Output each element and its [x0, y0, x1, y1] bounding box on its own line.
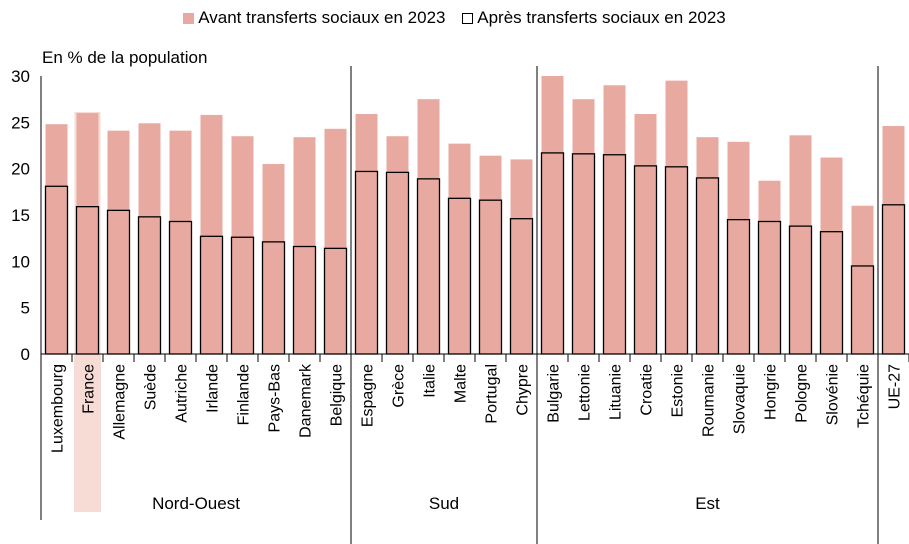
bar-after: [385, 171, 410, 355]
x-tick-label: Chypre: [515, 364, 532, 416]
bar-after: [354, 170, 379, 355]
y-axis-unit-label: En % de la population: [42, 48, 208, 67]
y-tick-label: 10: [11, 252, 30, 271]
x-tick-label: Lettonie: [577, 364, 594, 421]
x-tick-label: Italie: [422, 364, 439, 398]
x-tick-label: Autriche: [174, 364, 191, 423]
bar-after: [788, 225, 813, 355]
x-tick-label: Slovénie: [825, 364, 842, 425]
group-label: Sud: [429, 494, 459, 513]
bar-after: [819, 231, 844, 355]
highlight-band: [74, 354, 101, 512]
x-tick-label: France: [81, 364, 98, 414]
bar-after: [292, 245, 317, 355]
y-tick-label: 15: [11, 206, 30, 225]
x-tick-label: Danemark: [298, 363, 315, 438]
bar-after: [106, 209, 131, 355]
x-tick-label: Luxembourg: [50, 364, 67, 453]
x-tick-label: Hongrie: [763, 364, 780, 420]
bar-after: [416, 178, 441, 355]
bar-after: [695, 177, 720, 355]
bar-after: [633, 165, 658, 355]
legend-item-after: Après transferts sociaux en 2023: [462, 8, 726, 28]
bar-after: [75, 206, 100, 355]
legend-swatch-before: [183, 12, 195, 24]
x-tick-label: Portugal: [484, 364, 501, 424]
bar-after: [447, 197, 472, 355]
legend-swatch-after: [462, 12, 474, 24]
bar-after: [757, 220, 782, 355]
y-tick-label: 30: [11, 67, 30, 86]
x-tick-label: Slovaquie: [732, 364, 749, 434]
bar-after: [602, 154, 627, 355]
bar-after: [168, 220, 193, 355]
x-tick-label: Estonie: [670, 364, 687, 417]
bar-after: [323, 247, 348, 355]
x-tick-label: Croatie: [639, 364, 656, 416]
x-tick-label: Roumanie: [701, 364, 718, 437]
y-tick-label: 0: [21, 345, 30, 364]
x-tick-label: Tchéquie: [856, 364, 873, 428]
y-tick-label: 5: [21, 299, 30, 318]
x-tick-label: Malte: [453, 364, 470, 403]
group-label: Nord-Ouest: [152, 494, 240, 513]
x-tick-label: Espagne: [360, 364, 377, 427]
bar-after: [199, 235, 224, 355]
legend-item-before: Avant transferts sociaux en 2023: [183, 8, 446, 28]
bar-after: [478, 199, 503, 355]
x-tick-label: Irlande: [205, 364, 222, 413]
bar-after: [726, 218, 751, 355]
legend-label-after: Après transferts sociaux en 2023: [477, 8, 726, 27]
x-tick-label: Lituanie: [608, 364, 625, 420]
group-label: Est: [695, 494, 720, 513]
bar-after: [261, 241, 286, 355]
x-tick-label: UE-27: [887, 364, 904, 409]
x-tick-label: Pays-Bas: [267, 364, 284, 432]
bar-after: [509, 218, 534, 355]
x-tick-label: Allemagne: [112, 364, 129, 440]
x-tick-label: Finlande: [236, 364, 253, 425]
bar-after: [664, 166, 689, 355]
bar-after: [540, 152, 565, 355]
bar-after: [571, 153, 596, 355]
bar-after: [44, 185, 69, 355]
chart-legend: Avant transferts sociaux en 2023 Après t…: [0, 8, 909, 29]
legend-label-before: Avant transferts sociaux en 2023: [198, 8, 446, 27]
bar-after: [881, 204, 906, 355]
x-tick-label: Pologne: [794, 364, 811, 423]
bar-after: [850, 265, 875, 355]
y-tick-label: 20: [11, 160, 30, 179]
bar-after: [137, 216, 162, 355]
y-tick-label: 25: [11, 113, 30, 132]
x-tick-label: Belgique: [329, 364, 346, 426]
x-tick-label: Grèce: [391, 364, 408, 408]
x-tick-label: Suède: [143, 364, 160, 410]
x-tick-label: Bulgarie: [546, 364, 563, 423]
bar-after: [230, 236, 255, 355]
